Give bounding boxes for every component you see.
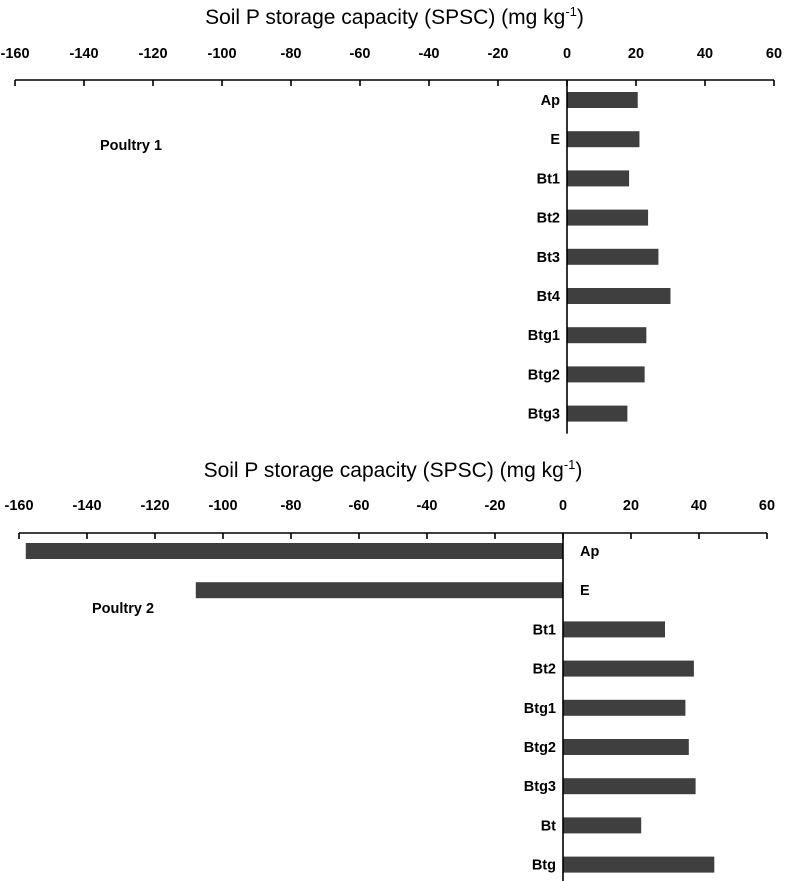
bar-e xyxy=(195,582,564,599)
axis-title-suffix: ) xyxy=(577,6,584,29)
category-label: Btg xyxy=(532,858,556,874)
bar-bt2 xyxy=(563,660,694,677)
bar-btg3 xyxy=(567,405,628,422)
x-tick-label: -100 xyxy=(207,46,236,62)
category-label: Btg3 xyxy=(524,779,556,795)
category-label: Ap xyxy=(541,93,560,109)
x-tick-label: -100 xyxy=(208,498,237,514)
x-tick-label: -20 xyxy=(488,46,509,62)
x-tick-label: -60 xyxy=(349,498,370,514)
bar-btg1 xyxy=(563,699,686,716)
x-tick-label: -40 xyxy=(417,498,438,514)
x-tick-label: -120 xyxy=(138,46,167,62)
axis-title-suffix: ) xyxy=(575,459,582,482)
category-label: E xyxy=(580,583,590,599)
category-label: Btg1 xyxy=(524,701,556,717)
x-tick-label: 20 xyxy=(628,46,644,62)
axis-title-superscript: -1 xyxy=(565,4,577,19)
bar-bt1 xyxy=(567,170,630,187)
category-label: Btg2 xyxy=(528,367,560,383)
category-label: Bt1 xyxy=(537,171,560,187)
category-label: Bt4 xyxy=(537,289,560,305)
bar-btg2 xyxy=(567,366,645,383)
x-tick-label: 40 xyxy=(697,46,713,62)
category-label: Bt2 xyxy=(533,662,556,678)
x-tick-label: -140 xyxy=(72,498,101,514)
category-label: Btg3 xyxy=(528,407,560,423)
axis-title-superscript: -1 xyxy=(564,457,576,472)
bar-bt3 xyxy=(567,248,659,265)
axis-title: Soil P storage capacity (SPSC) (mg kg-1) xyxy=(204,457,583,482)
category-label: Bt1 xyxy=(533,622,556,638)
bar-e xyxy=(567,131,640,148)
category-label: Bt3 xyxy=(537,250,560,266)
x-tick-label: -60 xyxy=(350,46,371,62)
x-tick-label: 60 xyxy=(759,498,775,514)
bar-ap xyxy=(25,543,564,559)
category-label: E xyxy=(550,132,560,148)
x-tick-label: -160 xyxy=(4,498,33,514)
category-label: Bt2 xyxy=(537,211,560,227)
x-tick-label: -20 xyxy=(485,498,506,514)
x-tick-label: -160 xyxy=(0,46,29,62)
chart-panel-1: Soil P storage capacity (SPSC) (mg kg-1)… xyxy=(0,4,782,434)
bar-bt xyxy=(563,817,642,834)
bar-ap xyxy=(567,92,638,108)
panel-label: Poultry 2 xyxy=(92,601,154,617)
category-label: Bt xyxy=(541,818,556,834)
bar-bt2 xyxy=(567,209,649,226)
category-label: Ap xyxy=(580,544,599,560)
bar-bt1 xyxy=(563,621,665,638)
x-tick-label: 0 xyxy=(559,498,567,514)
axis-title-text: Soil P storage capacity (SPSC) (mg kg xyxy=(205,6,565,29)
x-tick-label: 60 xyxy=(766,46,782,62)
bar-btg3 xyxy=(563,778,696,795)
bar-btg2 xyxy=(563,739,689,755)
x-tick-label: 0 xyxy=(563,46,571,62)
axis-title-text: Soil P storage capacity (SPSC) (mg kg xyxy=(204,459,564,482)
x-tick-label: -80 xyxy=(281,498,302,514)
bar-btg1 xyxy=(567,327,647,344)
panel-label: Poultry 1 xyxy=(100,138,162,154)
bar-btg xyxy=(563,856,715,873)
axis-title: Soil P storage capacity (SPSC) (mg kg-1) xyxy=(205,4,584,29)
x-tick-label: 20 xyxy=(623,498,639,514)
x-tick-label: -140 xyxy=(69,46,98,62)
bar-bt4 xyxy=(567,288,671,304)
x-tick-label: -120 xyxy=(140,498,169,514)
category-label: Btg1 xyxy=(528,328,560,344)
x-tick-label: -80 xyxy=(281,46,302,62)
category-label: Btg2 xyxy=(524,740,556,756)
x-tick-label: 40 xyxy=(691,498,707,514)
x-tick-label: -40 xyxy=(419,46,440,62)
chart-panel-2: Soil P storage capacity (SPSC) (mg kg-1)… xyxy=(4,457,775,881)
